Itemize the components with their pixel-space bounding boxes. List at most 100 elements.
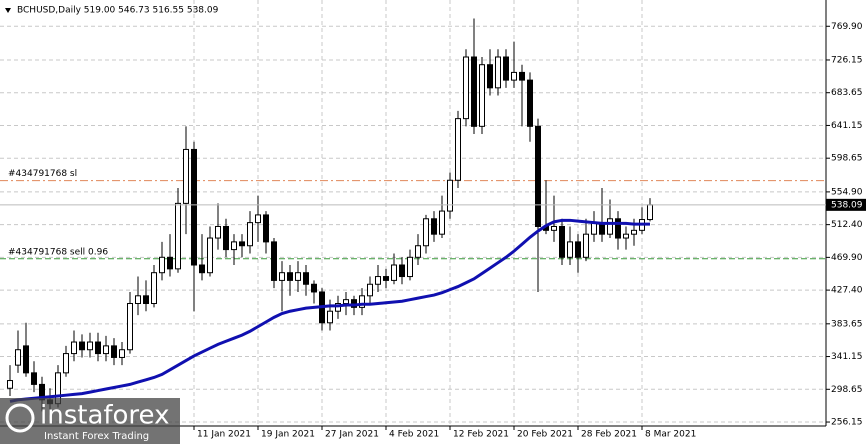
- candle-body: [223, 225, 229, 251]
- y-tick-label: 554.90: [831, 187, 863, 197]
- candle-body: [423, 218, 429, 247]
- candle-body: [231, 241, 237, 251]
- candle-body: [167, 256, 173, 270]
- candle-body: [215, 225, 221, 239]
- candle-body: [399, 264, 405, 278]
- candle-body: [447, 179, 453, 212]
- menu-arrow: [5, 8, 11, 13]
- candle-body: [255, 214, 261, 224]
- candle-body: [463, 56, 469, 120]
- y-tick-label: 383.65: [831, 319, 863, 329]
- y-tick-label: 683.65: [831, 88, 863, 98]
- x-tick-label: 8 Mar 2021: [645, 430, 696, 440]
- y-tick-label: 469.90: [831, 253, 863, 263]
- y-tick-label: 341.15: [831, 352, 863, 362]
- chart-header: BCHUSD,Daily 519.00 546.73 516.55 538.09: [17, 6, 219, 16]
- candle-body: [391, 264, 397, 281]
- candle-body: [327, 310, 333, 324]
- candle-body: [295, 272, 301, 281]
- candle-body: [103, 345, 109, 355]
- candle-body: [487, 64, 493, 89]
- candle-body: [591, 222, 597, 235]
- candle-body: [183, 148, 189, 204]
- candle-body: [127, 303, 133, 351]
- y-tick-label: 256.15: [831, 418, 863, 428]
- candle-body: [519, 71, 525, 81]
- y-tick-label: 598.65: [831, 154, 863, 164]
- y-tick-label: 512.40: [831, 220, 863, 230]
- candle-body: [567, 241, 573, 258]
- candle-body: [279, 272, 285, 281]
- candle-body: [575, 241, 581, 258]
- candle-body: [111, 345, 117, 358]
- candle-body: [503, 56, 509, 81]
- candle-body: [263, 214, 269, 243]
- plot: #434791768 sl #434791768 sell 0.96: [0, 18, 826, 416]
- candle-body: [335, 303, 341, 312]
- candle-body: [615, 218, 621, 239]
- candle-body: [407, 256, 413, 278]
- candle-body: [23, 345, 29, 374]
- y-tick-label: 298.65: [831, 385, 863, 395]
- candle-body: [511, 71, 517, 81]
- moving-average: [9, 218, 650, 403]
- x-tick-label: 27 Jan 2021: [325, 430, 379, 440]
- candle-body: [631, 229, 637, 235]
- candle-body: [495, 56, 501, 89]
- candle-body: [535, 125, 541, 227]
- candle-body: [583, 233, 589, 258]
- candle-body: [79, 341, 85, 351]
- candle-body: [359, 295, 365, 308]
- candle-body: [623, 233, 629, 239]
- y-tick-label: 641.15: [831, 121, 863, 131]
- candle-body: [143, 295, 149, 305]
- x-tick-label: 19 Jan 2021: [261, 430, 315, 440]
- candle-body: [239, 241, 245, 247]
- candle-body: [7, 380, 13, 389]
- candle-body: [151, 272, 157, 305]
- x-tick-label: 20 Feb 2021: [517, 430, 573, 440]
- candle-body: [159, 256, 165, 274]
- candle-body: [199, 264, 205, 274]
- watermark-brand: instaforex: [40, 401, 169, 431]
- watermark: instaforex Instant Forex Trading: [0, 398, 180, 444]
- candle-body: [367, 283, 373, 297]
- current-price-label: 538.09: [831, 200, 863, 210]
- candle-body: [647, 204, 653, 221]
- y-tick-label: 726.15: [831, 55, 863, 65]
- candle-body: [311, 283, 317, 293]
- candle-body: [479, 64, 485, 127]
- candle-body: [471, 56, 477, 127]
- watermark-tagline: Instant Forex Trading: [44, 431, 149, 442]
- y-tick-label: 427.40: [831, 286, 863, 296]
- candle-body: [71, 341, 77, 355]
- candle-body: [191, 148, 197, 266]
- candle-body: [87, 341, 93, 351]
- candle-body: [15, 349, 21, 366]
- candle-body: [95, 341, 101, 355]
- current-price-box: [826, 198, 866, 211]
- candle-body: [383, 276, 389, 281]
- watermark-box: [0, 398, 180, 444]
- x-tick-label: 28 Feb 2021: [581, 430, 637, 440]
- candle-body: [375, 276, 381, 285]
- y-tick-label: 769.90: [831, 22, 863, 32]
- candle-body: [559, 225, 565, 258]
- candle-body: [551, 225, 557, 231]
- candle-body: [287, 272, 293, 281]
- candle-body: [271, 241, 277, 281]
- x-tick-label: 4 Feb 2021: [389, 430, 439, 440]
- candle-body: [119, 349, 125, 358]
- candle-body: [247, 222, 253, 247]
- candle-body: [431, 218, 437, 235]
- candle-body: [31, 372, 37, 385]
- candle-body: [175, 202, 181, 270]
- candle-body: [607, 218, 613, 235]
- watermark-logo: [5, 403, 35, 433]
- candle-body: [439, 210, 445, 235]
- x-tick-label: 12 Feb 2021: [453, 430, 509, 440]
- level-label: #434791768 sl: [8, 169, 77, 179]
- x-tick-label: 11 Jan 2021: [197, 430, 251, 440]
- candle-body: [135, 295, 141, 305]
